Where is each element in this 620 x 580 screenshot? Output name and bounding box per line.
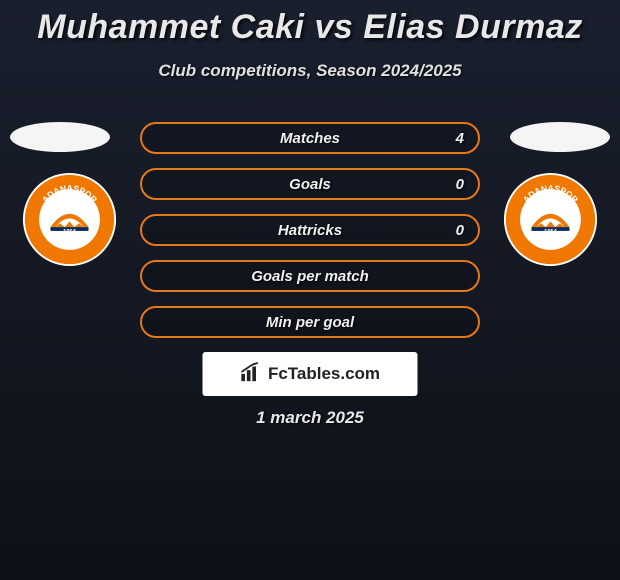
- club-badge-left: 1954 ADANASPOR ADANA: [22, 172, 117, 267]
- subtitle: Club competitions, Season 2024/2025: [0, 61, 620, 81]
- stat-row-goals-per-match: Goals per match: [140, 260, 480, 292]
- player-avatar-right: [510, 122, 610, 152]
- svg-text:1954: 1954: [63, 229, 76, 235]
- stat-label: Hattricks: [278, 222, 342, 239]
- svg-text:1954: 1954: [544, 229, 557, 235]
- club-badge-right: 1954 ADANASPOR ADANA: [503, 172, 598, 267]
- stat-value-right: 4: [456, 130, 464, 147]
- stat-row-goals: Goals 0: [140, 168, 480, 200]
- stat-label: Min per goal: [266, 314, 354, 331]
- stat-label: Goals: [289, 176, 331, 193]
- stat-row-min-per-goal: Min per goal: [140, 306, 480, 338]
- brand-box: FcTables.com: [203, 352, 418, 396]
- stat-row-hattricks: Hattricks 0: [140, 214, 480, 246]
- stats-container: Matches 4 Goals 0 Hattricks 0 Goals per …: [140, 122, 480, 352]
- stat-row-matches: Matches 4: [140, 122, 480, 154]
- stat-label: Goals per match: [251, 268, 369, 285]
- page-title: Muhammet Caki vs Elias Durmaz: [0, 0, 620, 47]
- player-avatar-left: [10, 122, 110, 152]
- brand-text: FcTables.com: [268, 364, 380, 384]
- chart-icon: [240, 361, 262, 388]
- date-label: 1 march 2025: [0, 408, 620, 428]
- stat-value-right: 0: [456, 222, 464, 239]
- stat-label: Matches: [280, 130, 340, 147]
- stat-value-right: 0: [456, 176, 464, 193]
